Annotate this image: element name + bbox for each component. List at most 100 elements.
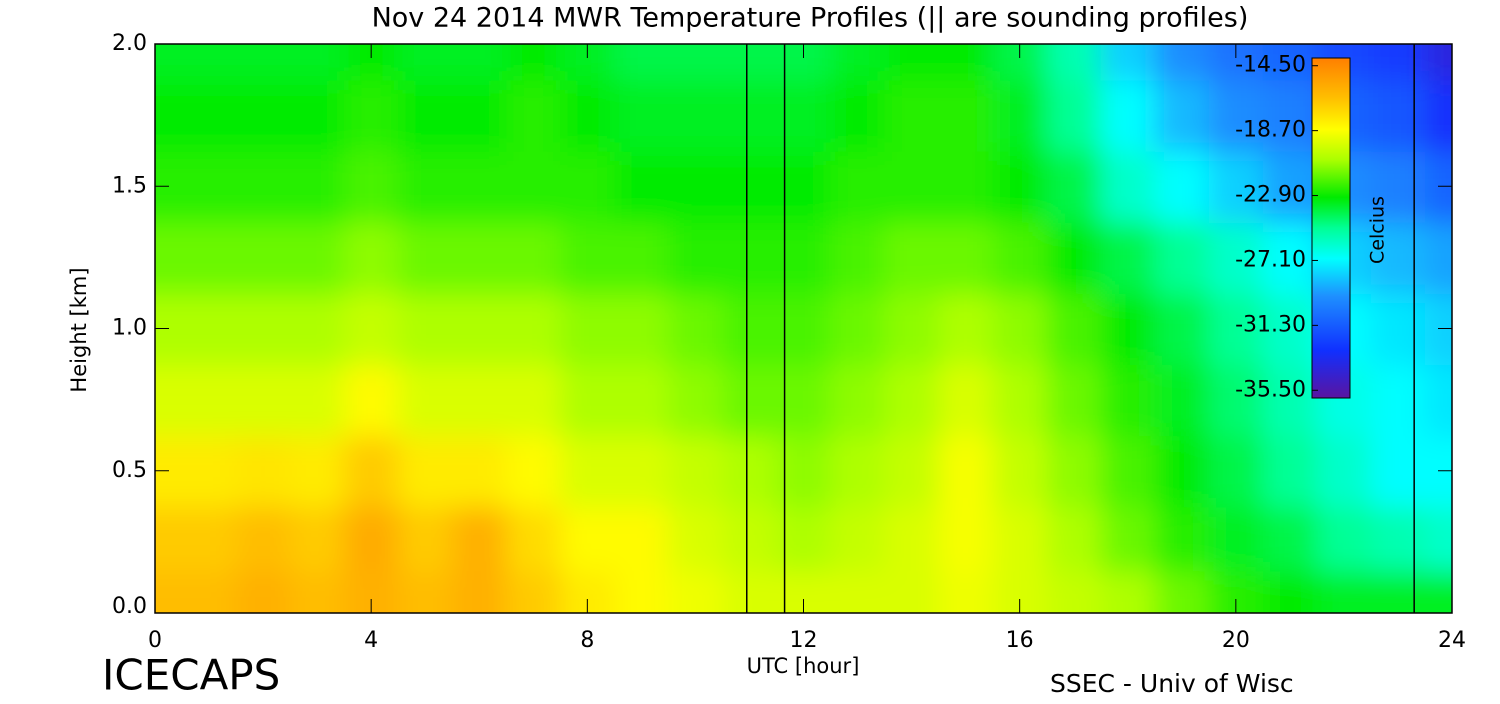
- heatmap-cell: [722, 506, 778, 572]
- heatmap-cell: [668, 435, 724, 508]
- heatmap-cell: [1154, 150, 1210, 223]
- heatmap-cell: [1424, 150, 1452, 223]
- heatmap-cell: [1424, 570, 1452, 613]
- heatmap-cell: [884, 364, 940, 437]
- heatmap-cell: [1208, 79, 1264, 152]
- heatmap-cell: [344, 79, 400, 152]
- heatmap-cell: [506, 221, 562, 294]
- x-tick-label: 8: [580, 628, 594, 653]
- heatmap-cell: [155, 44, 184, 81]
- heatmap-cell: [1262, 150, 1318, 223]
- heatmap-cell: [398, 506, 454, 572]
- x-tick-label: 0: [148, 628, 162, 653]
- heatmap-cell: [1154, 364, 1210, 437]
- heatmap-cell: [1208, 506, 1264, 572]
- heatmap-cell: [614, 570, 670, 613]
- heatmap-cell: [560, 435, 616, 508]
- heatmap-cell: [830, 292, 886, 366]
- heatmap-cell: [668, 364, 724, 437]
- heatmap-cell: [938, 221, 994, 294]
- heatmap-cell: [290, 435, 346, 508]
- heatmap-cell: [1100, 79, 1156, 152]
- heatmap-cell: [1424, 79, 1452, 152]
- heatmap-cell: [290, 79, 346, 152]
- heatmap-cell: [1100, 221, 1156, 294]
- heatmap-cell: [452, 44, 508, 81]
- heatmap-cell: [1100, 292, 1156, 366]
- heatmap-cell: [344, 435, 400, 508]
- heatmap-cell: [830, 79, 886, 152]
- heatmap-cell: [398, 150, 454, 223]
- heatmap-cell: [722, 570, 778, 613]
- colorbar-label: Celcius: [1367, 196, 1389, 264]
- heatmap-cell: [992, 150, 1048, 223]
- heatmap-cell: [1262, 364, 1318, 437]
- heatmap-cell: [182, 570, 238, 613]
- heatmap-cell: [830, 44, 886, 81]
- heatmap-cell: [776, 292, 832, 366]
- heatmap-cell: [155, 79, 184, 152]
- heatmap-cell: [1424, 506, 1452, 572]
- heatmap-cell: [884, 44, 940, 81]
- heatmap-cell: [290, 364, 346, 437]
- heatmap-cell: [155, 364, 184, 437]
- y-tick-label: 0.0: [112, 594, 147, 619]
- heatmap-cell: [236, 435, 292, 508]
- heatmap-cell: [884, 79, 940, 152]
- heatmap-cell: [1046, 364, 1102, 437]
- colorbar-tick-label: -27.10: [1235, 247, 1306, 272]
- heatmap-cell: [506, 44, 562, 81]
- heatmap-cell: [182, 150, 238, 223]
- heatmap-cell: [776, 79, 832, 152]
- heatmap-cell: [344, 364, 400, 437]
- heatmap-cell: [1262, 570, 1318, 613]
- heatmap-cell: [1370, 221, 1426, 294]
- heatmap-cell: [236, 150, 292, 223]
- heatmap-cell: [155, 506, 184, 572]
- colorbar-tick-label: -18.70: [1235, 118, 1306, 143]
- heatmap-cell: [830, 570, 886, 613]
- heatmap-cell: [290, 44, 346, 81]
- heatmap-cell: [884, 292, 940, 366]
- heatmap-cell: [668, 221, 724, 294]
- heatmap-cell: [290, 221, 346, 294]
- heatmap-cell: [722, 44, 778, 81]
- heatmap-cell: [290, 570, 346, 613]
- heatmap-cell: [668, 506, 724, 572]
- heatmap-cell: [560, 506, 616, 572]
- heatmap-cell: [1370, 150, 1426, 223]
- heatmap-cell: [452, 506, 508, 572]
- heatmap-cell: [614, 292, 670, 366]
- heatmap-cell: [1100, 364, 1156, 437]
- heatmap-cell: [1046, 44, 1102, 81]
- heatmap-cell: [938, 150, 994, 223]
- heatmap-cell: [236, 44, 292, 81]
- overlay: 0 4 8 12 16 20 24 0.0 0.5 1.0 1.5 2.0 -14.50 -18.70 -2…: [112, 31, 1466, 653]
- heatmap-cell: [506, 292, 562, 366]
- heatmap-cell: [614, 221, 670, 294]
- heatmap-cell: [1370, 292, 1426, 366]
- heatmap-cell: [344, 570, 400, 613]
- heatmap-cell: [452, 292, 508, 366]
- heatmap-cell: [506, 79, 562, 152]
- heatmap-cell: [1262, 292, 1318, 366]
- x-tick-label: 24: [1438, 628, 1466, 653]
- heatmap-cell: [506, 570, 562, 613]
- heatmap-cell: [344, 221, 400, 294]
- heatmap-cell: [344, 44, 400, 81]
- colorbar-tick-label: -22.90: [1235, 183, 1306, 208]
- heatmap-cell: [668, 292, 724, 366]
- colorbar: [1311, 57, 1351, 399]
- heatmap-cell: [1262, 79, 1318, 152]
- heatmap-cell: [452, 570, 508, 613]
- heatmap-cell: [182, 435, 238, 508]
- heatmap-cell: [1262, 44, 1318, 81]
- heatmap-cell: [1424, 364, 1452, 437]
- heatmap-cell: [668, 570, 724, 613]
- heatmap-cell: [1370, 570, 1426, 613]
- y-tick-label: 1.5: [112, 173, 147, 198]
- heatmap-cell: [1424, 221, 1452, 294]
- y-axis-label: Height [km]: [67, 267, 91, 392]
- heatmap-cell: [560, 364, 616, 437]
